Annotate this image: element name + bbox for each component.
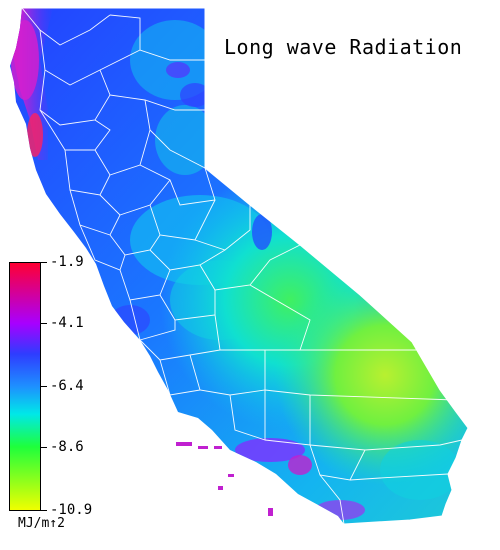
legend-tick-label: -1.9: [50, 254, 84, 270]
color-scale-bar: [9, 262, 41, 511]
legend-tick-label: -10.9: [50, 502, 93, 518]
legend-tick-mark: [41, 386, 47, 387]
channel-islands: [176, 442, 273, 516]
legend-tick-label: -6.4: [50, 378, 84, 394]
legend-tick-label: -8.6: [50, 439, 84, 455]
units-label: MJ/m↑2: [18, 516, 65, 531]
map-title: Long wave Radiation: [224, 35, 463, 59]
county-lines: [21, 7, 463, 525]
legend-tick-mark: [41, 510, 47, 511]
legend-tick-mark: [41, 262, 47, 263]
legend-tick-mark: [41, 447, 47, 448]
legend-tick-label: -4.1: [50, 315, 84, 331]
legend-tick-mark: [41, 323, 47, 324]
